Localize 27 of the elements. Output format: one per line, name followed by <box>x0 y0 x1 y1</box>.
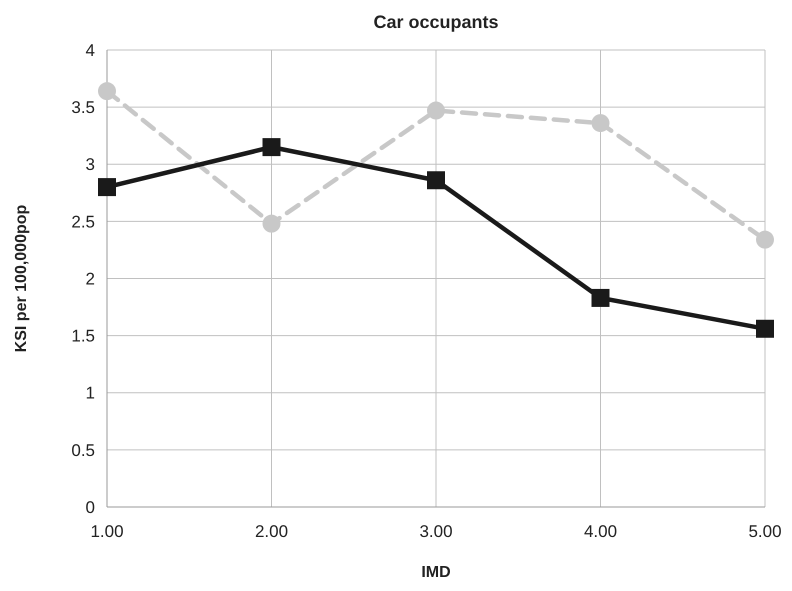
point <box>427 102 445 120</box>
y-tick-label: 4 <box>86 40 95 60</box>
y-tick-label: 2 <box>86 269 95 288</box>
chart-title: Car occupants <box>373 12 499 32</box>
y-tick-label: 3.5 <box>71 98 95 118</box>
point <box>592 114 610 132</box>
y-tick-label: 2.5 <box>71 212 95 232</box>
point <box>756 320 774 338</box>
x-tick-label: 1.00 <box>90 522 124 541</box>
x-tick-label: 2.00 <box>254 522 288 541</box>
point <box>98 82 116 100</box>
x-tick-label: 4.00 <box>584 522 618 541</box>
x-axis-title: IMD <box>421 564 451 581</box>
x-tick-label: 5.00 <box>748 522 782 541</box>
point <box>427 171 445 190</box>
point <box>98 178 116 196</box>
y-axis-title: KSI per 100,000pop <box>13 204 30 352</box>
y-tick-label: 3 <box>86 155 95 174</box>
point <box>262 214 280 233</box>
y-tick-label: 1.5 <box>71 326 95 346</box>
y-tick-label: 0.5 <box>71 440 95 460</box>
y-tick-label: 1 <box>86 384 95 403</box>
x-tick-label: 3.00 <box>419 522 453 541</box>
point <box>592 288 610 307</box>
point <box>262 138 280 156</box>
y-tick-label: 0 <box>86 498 95 517</box>
point <box>756 230 774 249</box>
